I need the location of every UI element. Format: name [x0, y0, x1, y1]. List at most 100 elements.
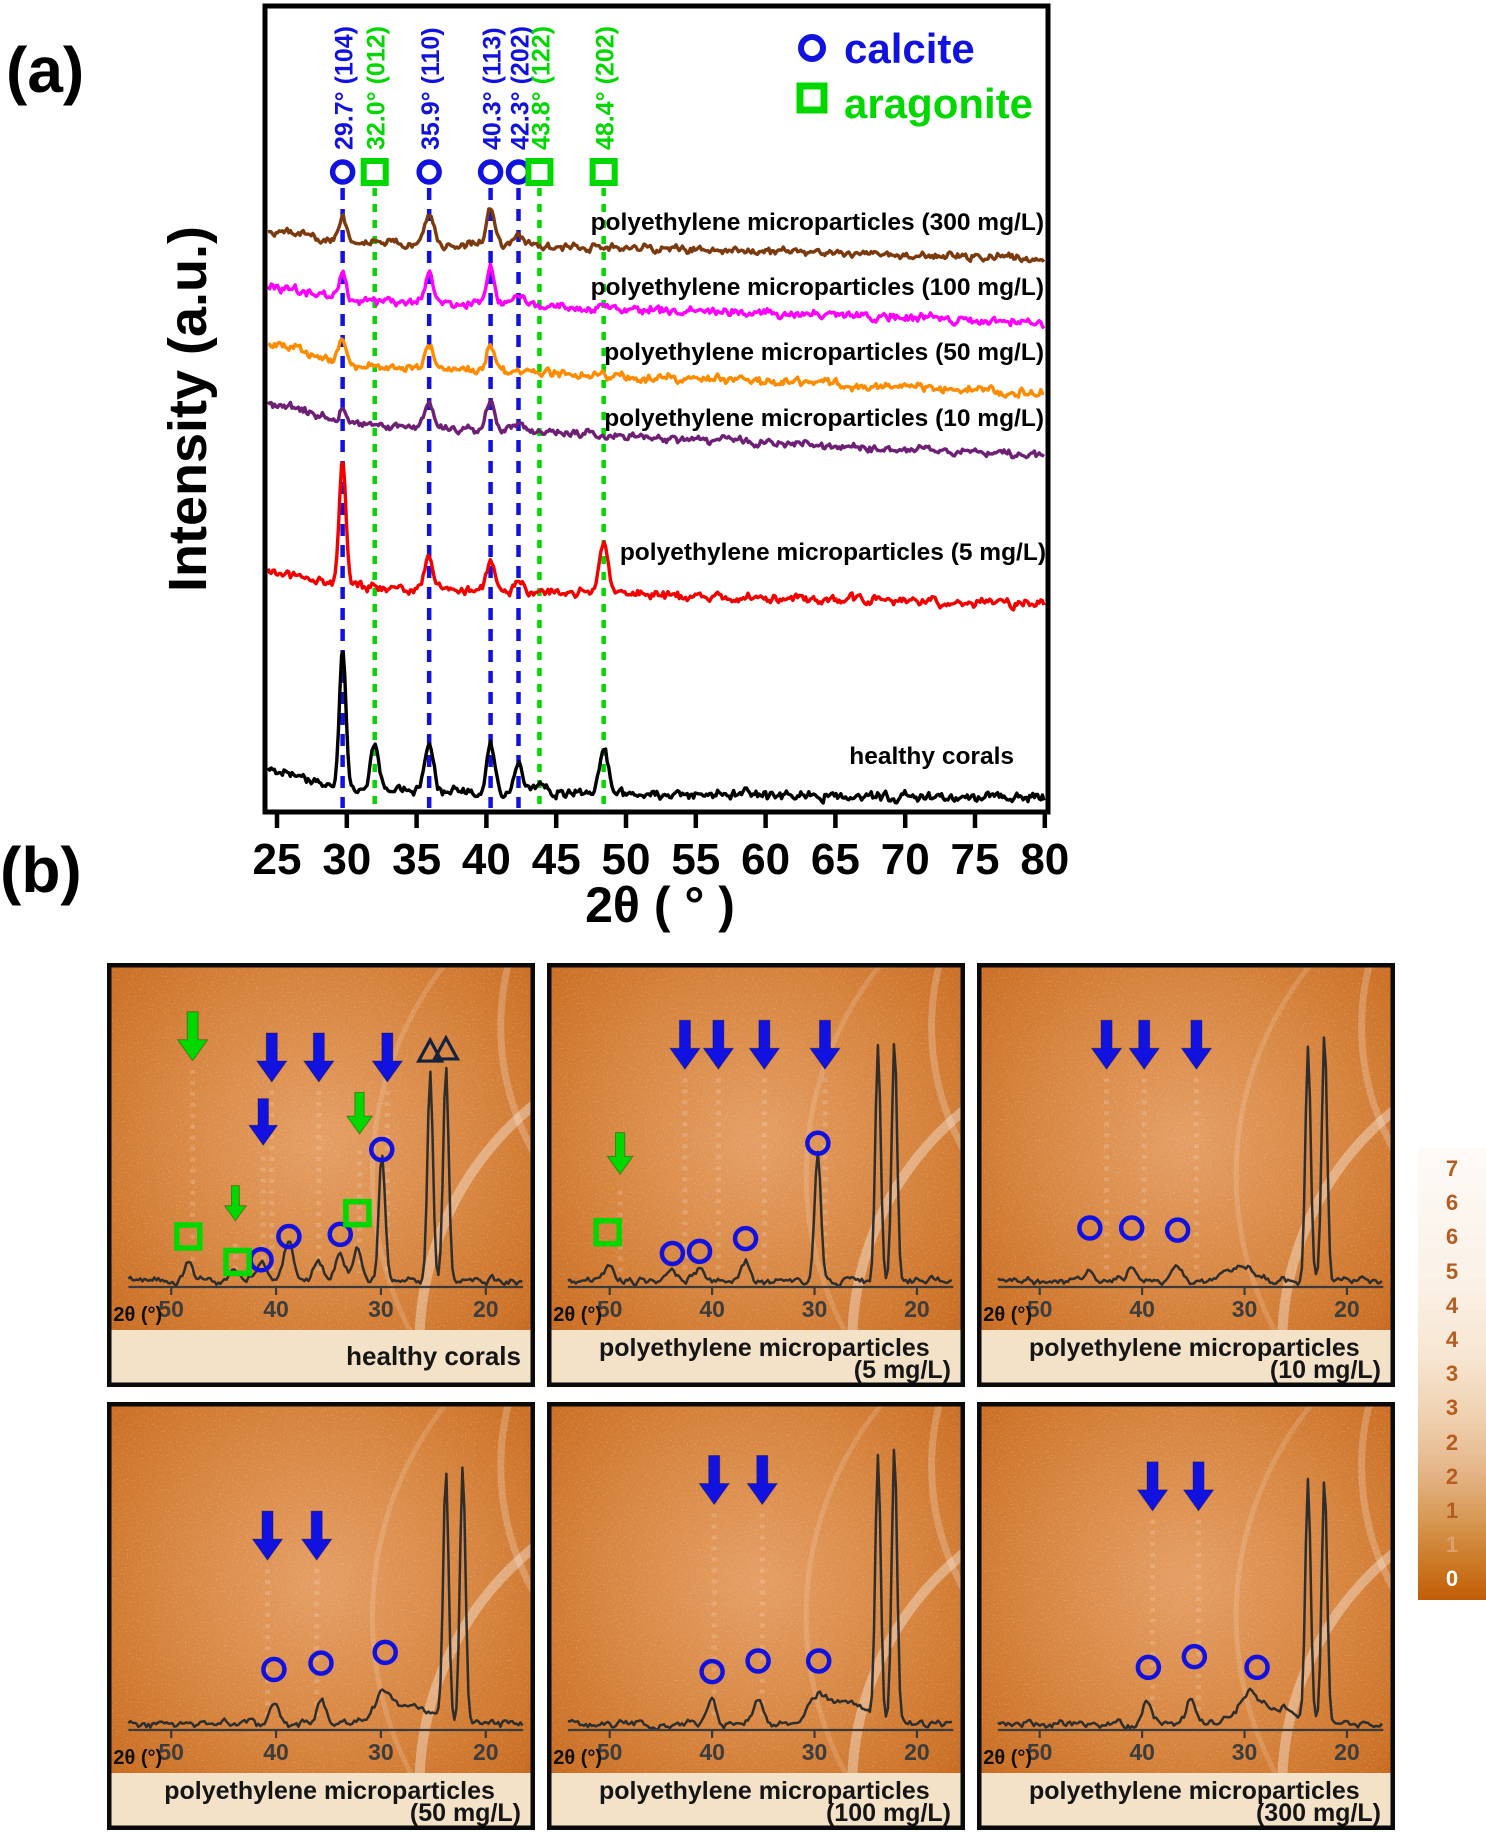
series-label: healthy corals	[849, 743, 1014, 770]
arrow-aragonite-icon	[606, 1132, 634, 1176]
peak-annotation-label: 35.9° (110)	[417, 27, 445, 150]
inset-border	[977, 1402, 1395, 1830]
inset-caption-line2: (50 mg/L)	[410, 1799, 521, 1827]
arrow-calcite-icon	[702, 1019, 735, 1071]
arrow-aragonite-icon	[176, 1011, 209, 1062]
colorbar-tick-label: 2	[1445, 1463, 1459, 1489]
x-tick-label: 40	[462, 835, 511, 884]
circle-calcite-icon	[686, 1238, 713, 1265]
arrow-calcite-icon	[371, 1032, 404, 1083]
square-aragonite-icon	[593, 1217, 622, 1247]
diffraction-inset-0: 50 40 30 20 2θ (°) healthy corals	[107, 963, 535, 1387]
inset-border	[547, 1402, 965, 1830]
arrow-calcite-icon	[251, 1510, 284, 1562]
inset-caption-line2: (5 mg/L)	[854, 1356, 951, 1384]
arrow-calcite-icon	[808, 1019, 841, 1071]
inset-caption-line1: polyethylene microparticles	[164, 1777, 495, 1805]
inset-tick-label: 20	[473, 1296, 499, 1322]
peak-annotation-label: 48.4° (202)	[592, 26, 620, 150]
colorbar-tick-label: 3	[1445, 1361, 1459, 1387]
series-label: polyethylene microparticles (10 mg/L)	[604, 405, 1044, 432]
inset-xrd-trace	[127, 1466, 524, 1729]
inset-tick-label: 40	[1129, 1296, 1155, 1322]
colorbar-tick-label: 4	[1445, 1327, 1459, 1352]
peak-annotation-label: 32.0° (012)	[363, 26, 391, 150]
inset-tick-label: 30	[802, 1296, 828, 1322]
inset-caption-line1: polyethylene microparticles	[599, 1777, 930, 1805]
square-aragonite-icon	[223, 1247, 252, 1277]
circle-calcite-icon	[1135, 1654, 1162, 1681]
inset-border	[977, 963, 1395, 1387]
diffraction-inset-2: 50 40 30 20 2θ (°) polyethylene microparticle…	[977, 963, 1395, 1387]
circle-calcite-icon	[308, 1650, 334, 1676]
inset-border	[107, 1402, 535, 1830]
circle-calcite-icon	[276, 1223, 302, 1250]
colorbar-tick-label: 1	[1445, 1532, 1459, 1558]
inset-tick-label: 40	[263, 1296, 289, 1322]
arrow-calcite-icon	[668, 1019, 701, 1071]
colorbar-tick-label: 6	[1445, 1190, 1459, 1216]
xrd-series-trace	[266, 398, 1045, 460]
inset-caption-strip	[980, 1330, 1392, 1384]
inset-tick-label: 50	[1027, 1296, 1053, 1322]
inset-tick-label: 40	[263, 1739, 289, 1765]
inset-tick-label: 30	[368, 1296, 394, 1322]
x-tick-label: 55	[671, 835, 720, 884]
inset-tick-label: 30	[1232, 1296, 1258, 1322]
x-tick-label: 65	[811, 835, 860, 884]
square-aragonite-icon	[343, 1198, 372, 1228]
inset-caption-line2: (300 mg/L)	[1256, 1799, 1381, 1827]
circle-calcite-icon	[327, 1221, 354, 1248]
circle-calcite-icon	[659, 1240, 686, 1267]
inset-xrd-trace	[127, 1066, 523, 1287]
diffraction-inset-3: 50 40 30 20 2θ (°)polyethylene microparticle…	[107, 1402, 535, 1830]
arrow-calcite-icon	[1128, 1019, 1161, 1071]
intensity-colorbar: 7 6 6 5 4 4 3 3 2 2 1 1 0	[1418, 1148, 1486, 1600]
circle-calcite-icon	[805, 1130, 831, 1156]
inset-border	[547, 963, 965, 1387]
peak-annotation-label: 29.7° (104)	[331, 26, 359, 150]
circle-calcite-icon	[732, 1225, 759, 1252]
circle-calcite-icon	[699, 1658, 725, 1685]
aragonite-square-icon	[589, 158, 618, 186]
triangle-marker-icon	[416, 1036, 445, 1063]
peak-annotation-label: 42.3° (202)	[507, 26, 535, 150]
colorbar-tick-label: 2	[1445, 1429, 1459, 1455]
colorbar-tick-label: 3	[1445, 1395, 1459, 1421]
x-tick-label: 60	[741, 835, 790, 884]
legend-aragonite-label: aragonite	[844, 80, 1033, 127]
inset-caption-line1: polyethylene microparticles	[599, 1334, 930, 1362]
inset-border	[107, 963, 535, 1387]
arrow-calcite-icon	[300, 1510, 333, 1562]
colorbar-tick-label: 5	[1445, 1258, 1459, 1284]
circle-calcite-icon	[372, 1639, 398, 1666]
diffraction-inset-4: 50 40 30 20 2θ (°) polyethylene microparticle…	[547, 1402, 965, 1830]
xrd-series-trace	[266, 650, 1046, 805]
xrd-series-trace	[266, 262, 1046, 330]
x-tick-label: 35	[392, 835, 441, 884]
circle-calcite-icon	[805, 1648, 832, 1674]
inset-tick-label: 50	[1027, 1739, 1053, 1765]
triangle-marker-icon	[431, 1034, 461, 1061]
arrow-calcite-icon	[302, 1032, 335, 1083]
colorbar-tick-label: 1	[1445, 1498, 1459, 1523]
legend-aragonite-square-icon	[796, 82, 828, 114]
square-aragonite-icon	[174, 1222, 203, 1251]
inset-tick-label: 20	[1334, 1296, 1360, 1322]
inset-xrd-trace	[997, 1036, 1383, 1287]
arrow-aragonite-icon	[223, 1185, 248, 1222]
aragonite-square-icon	[525, 158, 554, 186]
arrow-calcite-icon	[698, 1455, 731, 1506]
inset-caption-line1: polyethylene microparticles	[1029, 1334, 1360, 1362]
calcite-circle-icon	[416, 159, 442, 185]
circle-calcite-icon	[1164, 1217, 1191, 1243]
x-tick-label: 25	[253, 835, 302, 884]
x-tick-label: 45	[532, 835, 581, 884]
inset-axis-label: 2θ (°)	[553, 1304, 602, 1326]
inset-xrd-trace	[567, 1043, 953, 1287]
x-tick-label: 75	[951, 835, 1000, 884]
calcite-circle-icon	[477, 159, 504, 185]
diffraction-inset-5: 50 40 30 20 2θ (°) polyethylene microparticle…	[977, 1402, 1395, 1830]
x-tick-label: 70	[881, 835, 930, 884]
inset-tick-label: 40	[1129, 1739, 1155, 1765]
